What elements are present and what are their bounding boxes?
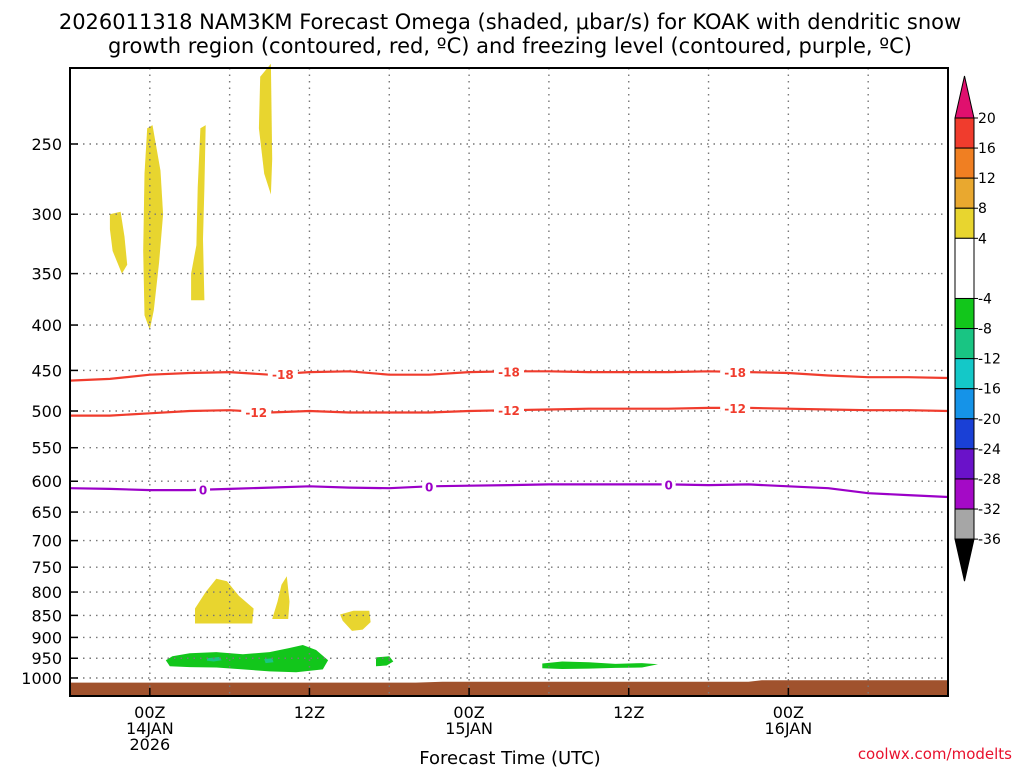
colorbar-tick-label--36: -36	[978, 532, 1001, 548]
chart-title-line2: growth region (contoured, red, ºC) and f…	[108, 34, 912, 58]
y-tick-label-750: 750	[31, 558, 62, 577]
y-tick-label-500: 500	[31, 402, 62, 421]
y-tick-label-450: 450	[31, 361, 62, 380]
omega-pos-5	[195, 578, 254, 624]
colorbar: 20 16 12 8 4 -4 -8 -12 -16 -20 -24 -28 -32 -36	[954, 75, 1001, 582]
dgz-minus12-label-0: -12	[245, 406, 267, 420]
omega-neg-strong-1	[207, 657, 222, 662]
dgz-minus18-label-1: -18	[498, 365, 520, 379]
colorbar-tick-label--4: -4	[978, 291, 992, 307]
colorbar-tick-label--16: -16	[978, 382, 1001, 398]
colorbar-band--4-to-4	[954, 237, 975, 299]
omega-pos-1	[109, 211, 128, 274]
x-tick-label-24-0: 00Z	[453, 703, 484, 722]
colorbar-tick-label--28: -28	[978, 472, 1001, 488]
colorbar-band--16-to--12	[954, 358, 975, 390]
colorbar-tick-label--20: -20	[978, 412, 1001, 428]
colorbar-band--24-to--20	[954, 418, 975, 450]
freezing-level-0-label-bg	[661, 477, 676, 492]
dgz-minus18-label-bg	[267, 366, 298, 381]
dgz-minus12-label-bg	[494, 403, 524, 418]
omega-pos-3	[191, 125, 206, 301]
colorbar-tick-label-20: 20	[978, 111, 996, 127]
dgz-minus18-label-bg	[720, 364, 751, 379]
freezing-level-0-label-2: 0	[664, 478, 672, 492]
y-tick-label-950: 950	[31, 649, 62, 668]
contour-layer: -18 -18 -18 -12 -12 -12 0 0 0	[69, 364, 949, 499]
dgz-minus18-label-0: -18	[272, 368, 294, 382]
y-tick-label-800: 800	[31, 583, 62, 602]
freezing-level-0-line	[69, 483, 949, 499]
x-axis-title: Forecast Time (UTC)	[419, 748, 600, 768]
colorbar-tick-label--32: -32	[978, 502, 1001, 518]
omega-neg-2	[376, 656, 394, 667]
colorbar-tick-label--24: -24	[978, 442, 1001, 458]
x-tick-label-48-1: 16JAN	[765, 719, 813, 738]
colorbar-tick-label--8: -8	[978, 322, 992, 338]
dgz-minus18-label-bg	[494, 364, 524, 379]
colorbar-band--8-to--4	[954, 297, 975, 330]
y-tick-label-700: 700	[31, 532, 62, 551]
x-tick-label-12-0: 12Z	[294, 703, 325, 722]
freezing-level-0-label-1: 0	[425, 480, 433, 494]
dgz-minus12-label-bg	[720, 400, 751, 415]
dgz-minus18-label-2: -18	[724, 366, 746, 380]
y-tick-label-550: 550	[31, 439, 62, 458]
y-tick-label-600: 600	[31, 472, 62, 491]
omega-pos-6	[272, 576, 290, 619]
colorbar-band--28-to--24	[954, 448, 975, 480]
y-tick-label-650: 650	[31, 503, 62, 522]
omega-neg-strong-2	[264, 658, 274, 664]
colorbar-tick-label-4: 4	[978, 231, 987, 247]
colorbar-top-arrow	[954, 75, 975, 119]
colorbar-band-12-to-16	[954, 147, 975, 179]
ground-surface	[70, 680, 948, 696]
colorbar-band--36-to--32	[954, 508, 975, 540]
y-tick-label-400: 400	[31, 316, 62, 335]
x-tick-label-48-0: 00Z	[773, 703, 804, 722]
omega-shading-layer	[109, 63, 658, 673]
freezing-level-0-label-0: 0	[199, 484, 207, 498]
x-tick-label-24-1: 15JAN	[445, 719, 493, 738]
x-tick-label-36-0: 12Z	[613, 703, 644, 722]
y-tick-label-900: 900	[31, 628, 62, 647]
chart-title-line1: 2026011318 NAM3KM Forecast Omega (shaded…	[59, 10, 961, 34]
dgz-minus12-label-bg	[241, 404, 272, 419]
y-axis: 250 300 350 400 450 500 550 600 650 700 750 800 850 9…	[21, 135, 78, 688]
colorbar-tick-label-8: 8	[978, 201, 987, 217]
ground-layer	[70, 680, 948, 696]
colorbar-band-8-to-12	[954, 177, 975, 209]
plot-frame	[69, 67, 949, 697]
site-credit: coolwx.com/modelts	[858, 745, 1012, 763]
colorbar-band-4-to-8	[954, 207, 975, 239]
omega-pos-2	[143, 125, 164, 330]
colorbar-band--32-to--28	[954, 478, 975, 510]
omega-pos-4	[258, 63, 273, 195]
colorbar-tick-label-12: 12	[978, 171, 996, 187]
colorbar-band--20-to--16	[954, 388, 975, 420]
x-tick-label-0-1: 14JAN	[126, 719, 174, 738]
colorbar-bottom-arrow	[954, 538, 975, 582]
dgz-minus12-label-2: -12	[724, 402, 746, 416]
omega-neg-3	[542, 661, 658, 669]
y-tick-label-250: 250	[31, 135, 62, 154]
omega-pos-7	[340, 610, 371, 631]
dgz-minus12-label-1: -12	[498, 404, 520, 418]
colorbar-tick-label--12: -12	[978, 352, 1001, 368]
freezing-level-0-label-bg	[196, 482, 211, 497]
y-tick-label-300: 300	[31, 205, 62, 224]
colorbar-tick-label-16: 16	[978, 141, 996, 157]
x-tick-label-0-0: 00Z	[134, 703, 165, 722]
colorbar-band--12-to--8	[954, 328, 975, 360]
y-tick-label-1000: 1000	[21, 669, 62, 688]
y-tick-label-850: 850	[31, 606, 62, 625]
x-tick-label-0-2: 2026	[129, 735, 170, 754]
y-tick-label-350: 350	[31, 265, 62, 284]
colorbar-band-16-to-20	[954, 117, 975, 149]
freezing-level-0-label-bg	[422, 479, 437, 494]
